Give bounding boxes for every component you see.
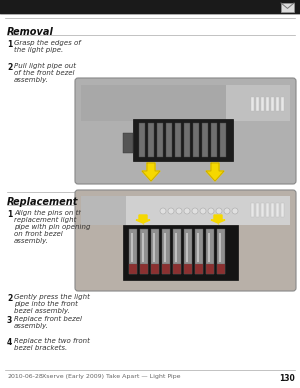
Circle shape: [160, 208, 166, 214]
Bar: [131, 233, 133, 262]
Text: 2: 2: [7, 294, 12, 303]
Bar: [164, 233, 166, 262]
Bar: [261, 97, 264, 111]
Bar: [195, 264, 203, 274]
Bar: [140, 229, 148, 274]
Text: 4: 4: [7, 338, 12, 347]
Bar: [220, 123, 226, 157]
Text: 130: 130: [279, 374, 295, 383]
Text: Pull light pipe out
of the front bezel
assembly.: Pull light pipe out of the front bezel a…: [14, 63, 76, 83]
Text: Replace front bezel
assembly.: Replace front bezel assembly.: [14, 316, 82, 329]
Bar: [197, 233, 199, 262]
Bar: [195, 229, 203, 274]
Text: Removal: Removal: [7, 27, 54, 37]
Bar: [251, 203, 254, 217]
Polygon shape: [211, 215, 225, 223]
Bar: [81, 196, 126, 225]
Bar: [219, 233, 221, 262]
Bar: [162, 229, 170, 274]
Bar: [276, 203, 279, 217]
Bar: [140, 264, 148, 274]
Bar: [148, 123, 154, 157]
Text: 3: 3: [7, 316, 12, 325]
Bar: [151, 229, 159, 274]
Bar: [166, 123, 172, 157]
Polygon shape: [136, 215, 150, 223]
Bar: [162, 264, 170, 274]
Text: Replace the two front
bezel brackets.: Replace the two front bezel brackets.: [14, 338, 90, 351]
Polygon shape: [142, 163, 160, 181]
Bar: [173, 264, 181, 274]
Bar: [251, 97, 254, 111]
Bar: [211, 123, 217, 157]
Bar: [281, 97, 284, 111]
Bar: [133, 119, 233, 161]
Bar: [271, 203, 274, 217]
Circle shape: [192, 208, 198, 214]
FancyBboxPatch shape: [75, 78, 296, 184]
Text: 1: 1: [7, 210, 12, 219]
Circle shape: [224, 208, 230, 214]
Bar: [271, 97, 274, 111]
Bar: [193, 123, 199, 157]
Bar: [186, 233, 188, 262]
Bar: [129, 264, 137, 274]
Text: Align the pins on the
replacement light
pipe with pin opening
on front bezel
ass: Align the pins on the replacement light …: [14, 210, 91, 244]
Bar: [129, 229, 137, 274]
Bar: [157, 123, 163, 157]
Circle shape: [200, 208, 206, 214]
Text: 2010-06-28: 2010-06-28: [7, 374, 43, 379]
Circle shape: [232, 208, 238, 214]
Bar: [281, 3, 294, 12]
Bar: [81, 196, 290, 225]
Circle shape: [168, 208, 174, 214]
Circle shape: [184, 208, 190, 214]
FancyBboxPatch shape: [75, 190, 296, 291]
Bar: [123, 133, 133, 153]
Bar: [142, 233, 144, 262]
Bar: [217, 264, 225, 274]
Bar: [153, 233, 155, 262]
Bar: [0, 0, 300, 14]
Bar: [276, 97, 279, 111]
Bar: [81, 85, 290, 121]
Circle shape: [176, 208, 182, 214]
Bar: [173, 229, 181, 274]
Bar: [206, 264, 214, 274]
Bar: [184, 264, 192, 274]
Bar: [81, 85, 226, 121]
Text: 1: 1: [7, 40, 12, 49]
Text: Grasp the edges of
the light pipe.: Grasp the edges of the light pipe.: [14, 40, 81, 53]
Bar: [266, 203, 269, 217]
Bar: [256, 97, 259, 111]
Text: Replacement: Replacement: [7, 197, 78, 207]
Bar: [206, 229, 214, 274]
Bar: [217, 229, 225, 274]
Circle shape: [216, 208, 222, 214]
Circle shape: [208, 208, 214, 214]
Bar: [208, 233, 210, 262]
Bar: [281, 203, 284, 217]
Bar: [123, 225, 238, 280]
Bar: [175, 123, 181, 157]
Bar: [175, 233, 177, 262]
Polygon shape: [206, 163, 224, 181]
Text: 2: 2: [7, 63, 12, 72]
Bar: [184, 123, 190, 157]
Bar: [184, 229, 192, 274]
Bar: [261, 203, 264, 217]
Bar: [139, 123, 145, 157]
Text: Gently press the light
pipe into the front
bezel assembly.: Gently press the light pipe into the fro…: [14, 294, 90, 314]
Bar: [151, 264, 159, 274]
Bar: [202, 123, 208, 157]
Bar: [256, 203, 259, 217]
Bar: [266, 97, 269, 111]
Text: Xserve (Early 2009) Take Apart — Light Pipe: Xserve (Early 2009) Take Apart — Light P…: [41, 374, 180, 379]
